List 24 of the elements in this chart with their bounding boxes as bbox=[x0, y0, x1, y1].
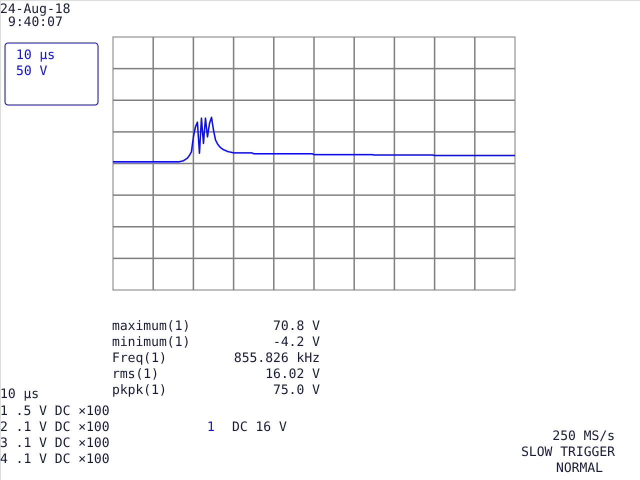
text: 250 MS/s bbox=[552, 429, 615, 444]
text: 16.02 V bbox=[265, 367, 320, 382]
text: maximum(1) bbox=[112, 319, 190, 334]
text: 1 .5 V DC ×100 bbox=[0, 404, 110, 419]
text: Freq(1) bbox=[112, 351, 167, 366]
text: -4.2 V bbox=[273, 335, 320, 350]
text: 9:40:07 bbox=[8, 15, 63, 30]
text: rms(1) bbox=[112, 367, 159, 382]
text: 2 .1 V DC ×100 bbox=[0, 420, 110, 435]
text: 50 V bbox=[16, 64, 48, 79]
text: 855.826 kHz bbox=[234, 351, 320, 366]
text: minimum(1) bbox=[112, 335, 190, 350]
text: pkpk(1) bbox=[112, 383, 167, 398]
text: NORMAL bbox=[556, 461, 604, 476]
text: 24-Aug-18 bbox=[0, 2, 70, 17]
text: 1 bbox=[207, 420, 215, 435]
text: 10 μs bbox=[16, 48, 56, 63]
text: 10 μs bbox=[0, 387, 40, 402]
text: 3 .1 V DC ×100 bbox=[0, 436, 110, 451]
text: DC 16 V bbox=[232, 420, 287, 435]
text: SLOW TRIGGER bbox=[521, 445, 616, 460]
text: 70.8 V bbox=[273, 319, 320, 334]
text: 4 .1 V DC ×100 bbox=[0, 452, 110, 467]
text: 75.0 V bbox=[273, 383, 320, 398]
